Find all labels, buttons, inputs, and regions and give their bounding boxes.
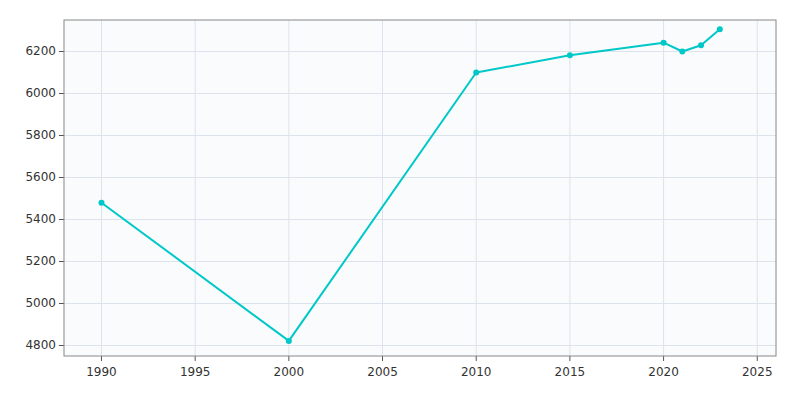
y-tick-label: 6200 — [25, 44, 56, 58]
tick-mark — [59, 135, 64, 136]
tick-mark — [757, 356, 758, 361]
grid-line — [663, 20, 664, 356]
x-tick-label: 2010 — [461, 365, 492, 379]
x-tick-label: 2015 — [555, 365, 586, 379]
tick-mark — [59, 219, 64, 220]
grid-line — [64, 219, 776, 220]
point — [679, 49, 685, 55]
y-tick-label: 5400 — [25, 212, 56, 226]
tick-mark — [59, 177, 64, 178]
point — [98, 200, 104, 206]
x-tick-label: 1990 — [86, 365, 117, 379]
grid-line — [288, 20, 289, 356]
x-tick-label: 2025 — [742, 365, 773, 379]
y-tick-label: 5000 — [25, 296, 56, 310]
tick-mark — [59, 303, 64, 304]
tick-mark — [59, 51, 64, 52]
x-tick-label: 2005 — [367, 365, 398, 379]
y-tick-label: 4800 — [25, 338, 56, 352]
y-tick-label: 5600 — [25, 170, 56, 184]
grid-line — [382, 20, 383, 356]
chart: 4800 5000 5200 5400 5600 5800 6000 6200 1990 1995… — [0, 0, 800, 400]
point — [661, 40, 667, 46]
tick-mark — [101, 356, 102, 361]
tick-mark — [59, 345, 64, 346]
tick-mark — [195, 356, 196, 361]
grid-line — [64, 303, 776, 304]
axes: 4800 5000 5200 5400 5600 5800 6000 6200 1990 1995… — [25, 44, 772, 379]
grid-line — [195, 20, 196, 356]
x-tick-label: 2000 — [274, 365, 305, 379]
grid-line — [64, 135, 776, 136]
point — [567, 52, 573, 58]
grid-line — [101, 20, 102, 356]
y-tick-label: 5200 — [25, 254, 56, 268]
y-tick-label: 6000 — [25, 86, 56, 100]
point — [717, 26, 723, 32]
line — [101, 29, 719, 341]
point — [286, 338, 292, 344]
y-tick-label: 5800 — [25, 128, 56, 142]
tick-mark — [569, 356, 570, 361]
tick-mark — [59, 93, 64, 94]
tick-mark — [59, 261, 64, 262]
chart-container: 4800 5000 5200 5400 5600 5800 6000 6200 1990 1995… — [0, 0, 800, 400]
plot-frame — [64, 20, 776, 356]
grid-line — [64, 51, 776, 52]
tick-mark — [663, 356, 664, 361]
plot-area — [64, 20, 776, 356]
series — [98, 26, 722, 344]
point — [473, 70, 479, 76]
grid-line — [569, 20, 570, 356]
grid-line — [64, 345, 776, 346]
grid-line — [757, 20, 758, 356]
x-tick-label: 2020 — [648, 365, 679, 379]
grid-line — [64, 93, 776, 94]
grid-line — [64, 261, 776, 262]
grid — [64, 20, 776, 356]
tick-mark — [288, 356, 289, 361]
x-tick-label: 1995 — [180, 365, 211, 379]
tick-mark — [476, 356, 477, 361]
point — [698, 42, 704, 48]
grid-line — [64, 177, 776, 178]
tick-mark — [382, 356, 383, 361]
